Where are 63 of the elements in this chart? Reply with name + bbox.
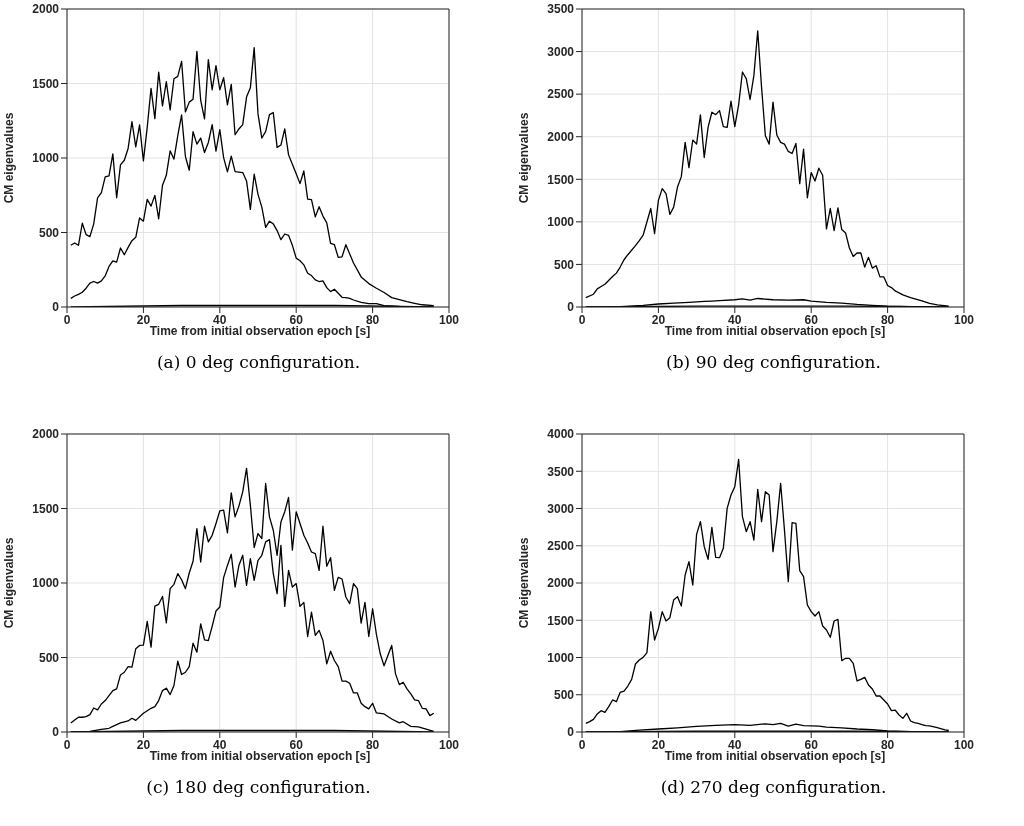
x-tick-label: 20 <box>136 737 151 752</box>
x-tick-label: 80 <box>365 312 380 327</box>
x-tick-label: 40 <box>728 737 742 752</box>
x-tick-label: 40 <box>728 312 742 327</box>
y-tick-label: 1000 <box>547 215 575 230</box>
x-tick-label: 100 <box>953 737 975 752</box>
x-tick-label: 40 <box>213 312 227 327</box>
y-tick-label: 3000 <box>547 44 575 59</box>
x-tick-label: 20 <box>651 737 666 752</box>
x-tick-label: 60 <box>804 312 819 327</box>
y-tick-label: 1500 <box>547 172 575 187</box>
y-tick-label: 1000 <box>547 650 575 665</box>
y-tick-label: 3000 <box>547 501 575 516</box>
y-tick-label: 500 <box>553 688 575 703</box>
x-tick-label: 0 <box>578 312 586 327</box>
text: (b) 90 deg configuration. <box>665 352 882 372</box>
y-axis-title: CM eigenvalues <box>2 112 17 204</box>
x-axis-title: Time from initial observation epoch [s] <box>664 324 886 338</box>
x-tick-label: 0 <box>63 737 71 752</box>
x-tick-label: 0 <box>578 737 586 752</box>
y-tick-label: 2000 <box>32 427 60 442</box>
x-tick-label: 40 <box>213 737 227 752</box>
y-tick-label: 1500 <box>32 76 60 91</box>
y-tick-label: 0 <box>52 300 60 315</box>
x-axis-title: Time from initial observation epoch [s] <box>149 749 371 763</box>
x-tick-label: 100 <box>438 737 460 752</box>
y-tick-label: 500 <box>38 225 60 240</box>
y-tick-label: 2000 <box>32 2 60 17</box>
y-tick-label: 2500 <box>547 539 575 554</box>
y-tick-label: 0 <box>567 300 575 315</box>
text: (c) 180 deg configuration. <box>145 777 372 797</box>
text: (d) 270 deg configuration. <box>659 777 888 797</box>
x-tick-label: 0 <box>63 312 71 327</box>
y-tick-label: 2500 <box>547 87 575 102</box>
x-tick-label: 20 <box>136 312 151 327</box>
x-tick-label: 100 <box>953 312 975 327</box>
y-axis-title: CM eigenvalues <box>2 537 17 629</box>
x-axis-title: Time from initial observation epoch [s] <box>664 749 886 763</box>
x-tick-label: 60 <box>804 737 819 752</box>
y-tick-label: 3500 <box>547 464 575 479</box>
y-tick-label: 4000 <box>547 427 575 442</box>
x-tick-label: 60 <box>289 737 304 752</box>
text: (a) 0 deg configuration. <box>155 352 362 372</box>
y-tick-label: 1000 <box>32 151 60 166</box>
x-tick-label: 60 <box>289 312 304 327</box>
y-tick-label: 1500 <box>547 613 575 628</box>
y-tick-label: 1000 <box>32 576 60 591</box>
y-tick-label: 0 <box>567 725 575 740</box>
x-axis-title: Time from initial observation epoch [s] <box>149 324 371 338</box>
x-tick-label: 80 <box>880 737 895 752</box>
y-tick-label: 500 <box>553 257 575 272</box>
y-axis-title: CM eigenvalues <box>517 112 532 204</box>
x-tick-label: 80 <box>880 312 895 327</box>
y-tick-label: 500 <box>38 650 60 665</box>
y-tick-label: 2000 <box>547 129 575 144</box>
x-tick-label: 80 <box>365 737 380 752</box>
x-tick-label: 100 <box>438 312 460 327</box>
y-tick-label: 1500 <box>32 501 60 516</box>
y-tick-label: 0 <box>52 725 60 740</box>
y-tick-label: 3500 <box>547 2 575 17</box>
y-axis-title: CM eigenvalues <box>517 537 532 629</box>
x-tick-label: 20 <box>651 312 666 327</box>
y-tick-label: 2000 <box>547 576 575 591</box>
